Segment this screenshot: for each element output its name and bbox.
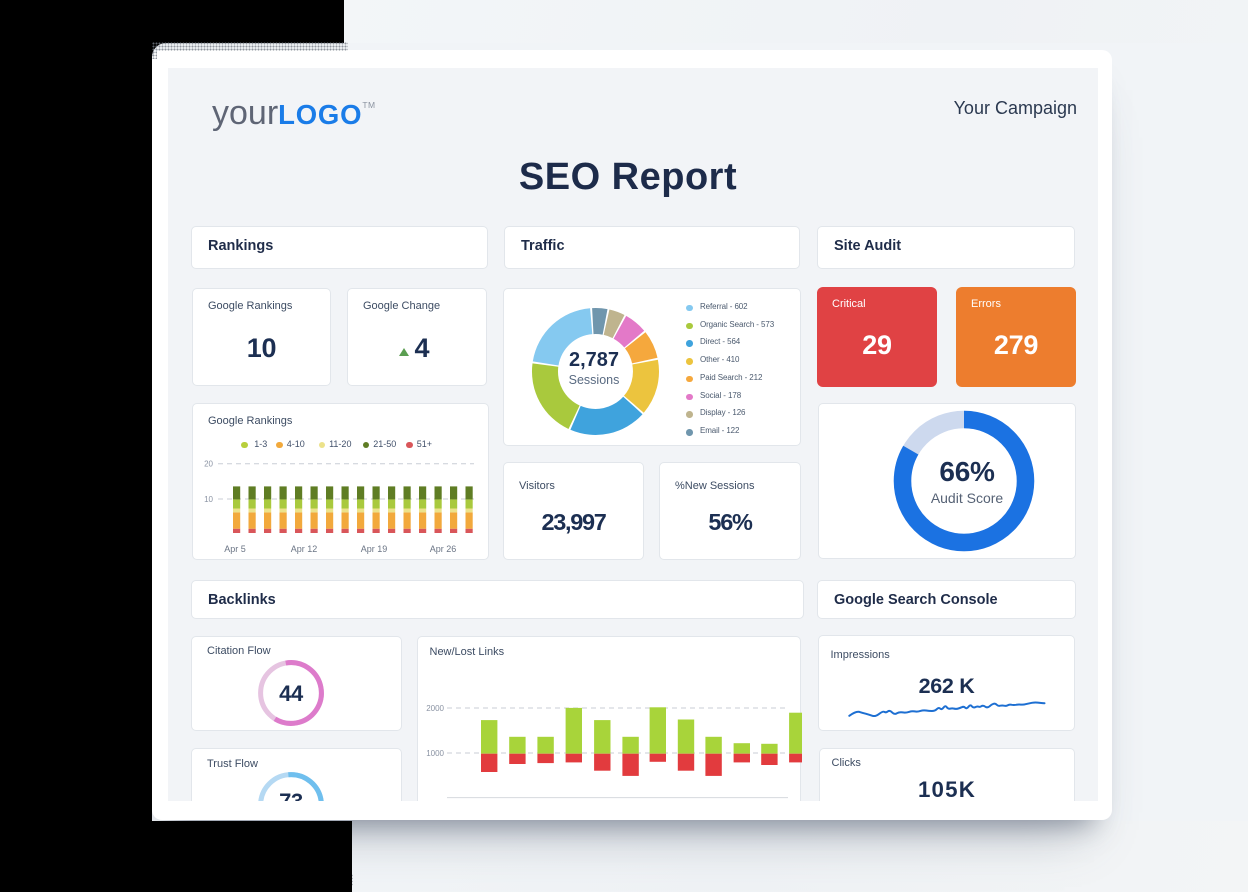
svg-text:Apr 5: Apr 5: [224, 544, 246, 554]
svg-text:20: 20: [204, 460, 213, 469]
svg-text:2000: 2000: [426, 704, 444, 713]
svg-text:1000: 1000: [426, 749, 444, 758]
svg-text:Apr 26: Apr 26: [430, 544, 457, 554]
svg-text:Apr 12: Apr 12: [291, 544, 318, 554]
svg-text:10: 10: [204, 495, 213, 504]
svg-text:Apr 19: Apr 19: [361, 544, 388, 554]
